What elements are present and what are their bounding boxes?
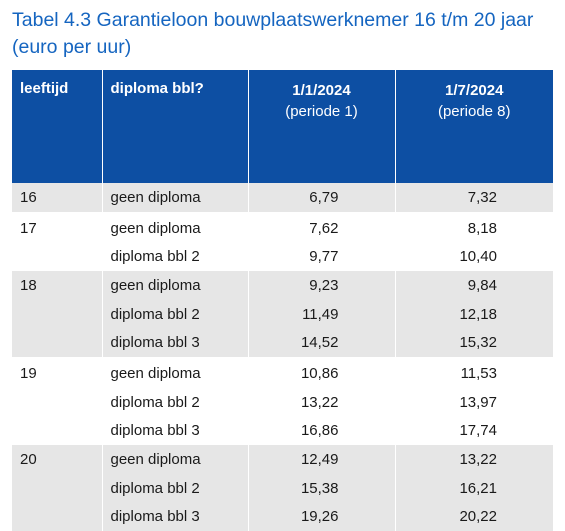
age-cell: 16 (12, 183, 103, 213)
diploma-cell: diploma bbl 2 (102, 387, 249, 417)
header-period-1: (periode 1) (285, 103, 358, 120)
wage-period-1-cell: 13,22 (248, 387, 396, 417)
wage-period-8-cell: 9,84 (395, 271, 553, 300)
header-date-2: 1/7/2024 (periode 8) (395, 70, 553, 183)
wage-period-8-cell: 16,21 (395, 473, 553, 503)
header-date-1: 1/1/2024 (periode 1) (248, 70, 396, 183)
diploma-cell: geen diploma (102, 357, 249, 388)
table-row: 18 geen diploma 9,23 9,84 (12, 271, 553, 300)
diploma-cell: diploma bbl 3 (102, 416, 249, 446)
table-row: diploma bbl 3 19,26 20,22 (12, 502, 553, 531)
table-header: leeftijd diploma bbl? 1/1/2024 (periode … (12, 70, 553, 183)
age-cell: 18 (12, 271, 103, 300)
header-date-2-label: 1/7/2024 (445, 82, 504, 99)
header-diploma: diploma bbl? (102, 70, 249, 183)
table-row: 17 geen diploma 7,62 8,18 (12, 211, 553, 243)
age-cell (12, 242, 103, 272)
table-title: Tabel 4.3 Garantieloon bouwplaatswerknem… (12, 9, 534, 58)
wage-period-1-cell: 6,79 (248, 183, 396, 213)
wage-period-8-cell: 13,22 (395, 445, 553, 474)
age-cell (12, 387, 103, 417)
table-body: 16 geen diploma 6,79 7,32 17 geen diplom… (12, 183, 553, 531)
wage-period-8-cell: 20,22 (395, 502, 553, 531)
age-cell: 20 (12, 445, 103, 474)
age-cell (12, 299, 103, 329)
diploma-cell: diploma bbl 3 (102, 502, 249, 531)
wage-period-1-cell: 11,49 (248, 299, 396, 329)
age-cell (12, 416, 103, 446)
wage-period-1-cell: 12,49 (248, 445, 396, 474)
wage-period-1-cell: 19,26 (248, 502, 396, 531)
table-row: diploma bbl 2 9,77 10,40 (12, 242, 553, 272)
wage-period-8-cell: 8,18 (395, 211, 553, 243)
wage-period-8-cell: 13,97 (459, 393, 497, 411)
wage-period-1-cell: 16,86 (248, 416, 396, 446)
wage-period-1-cell: 10,86 (248, 357, 396, 388)
diploma-cell: geen diploma (102, 445, 249, 474)
wage-period-1-cell: 15,38 (248, 473, 396, 503)
diploma-cell: diploma bbl 2 (102, 242, 249, 272)
table-row: 20 geen diploma 12,49 13,22 (12, 445, 553, 474)
age-cell (12, 328, 103, 359)
table-row: 19 geen diploma 10,86 11,53 (12, 357, 553, 388)
age-cell (12, 473, 103, 503)
table-row: diploma bbl 3 14,52 15,32 (12, 328, 553, 359)
table-row: diploma bbl 2 15,38 16,21 (12, 473, 553, 503)
diploma-cell: geen diploma (102, 211, 249, 243)
wage-period-1-cell: 9,77 (248, 242, 396, 272)
wage-table: leeftijd diploma bbl? 1/1/2024 (periode … (12, 70, 553, 531)
wage-period-1-cell: 14,52 (248, 328, 396, 359)
header-date-1-label: 1/1/2024 (292, 82, 351, 99)
diploma-cell: diploma bbl 2 (102, 473, 249, 503)
wage-period-8-cell: 17,74 (459, 422, 497, 440)
header-period-2: (periode 8) (437, 103, 511, 120)
diploma-cell: geen diploma (102, 183, 249, 213)
wage-period-8-cell: 15,32 (395, 328, 553, 359)
wage-period-1-cell: 7,62 (248, 211, 396, 243)
wage-period-8-cell: 10,40 (459, 248, 497, 266)
wage-period-1-cell: 9,23 (248, 271, 396, 300)
table-row: diploma bbl 2 11,49 12,18 (12, 299, 553, 329)
table-row: diploma bbl 2 13,22 13,97 (12, 387, 553, 417)
wage-period-8-cell: 11,53 (395, 357, 553, 388)
age-cell: 19 (12, 357, 103, 388)
wage-period-8-cell: 12,18 (395, 299, 553, 329)
table-row: diploma bbl 3 16,86 17,74 (12, 416, 553, 446)
wage-period-8-cell: 7,32 (395, 183, 553, 213)
age-cell: 17 (12, 211, 103, 243)
table-row: 16 geen diploma 6,79 7,32 (12, 183, 553, 213)
diploma-cell: geen diploma (102, 271, 249, 300)
header-age: leeftijd (12, 70, 103, 183)
diploma-cell: diploma bbl 3 (102, 328, 249, 359)
age-cell (12, 502, 103, 531)
diploma-cell: diploma bbl 2 (102, 299, 249, 329)
